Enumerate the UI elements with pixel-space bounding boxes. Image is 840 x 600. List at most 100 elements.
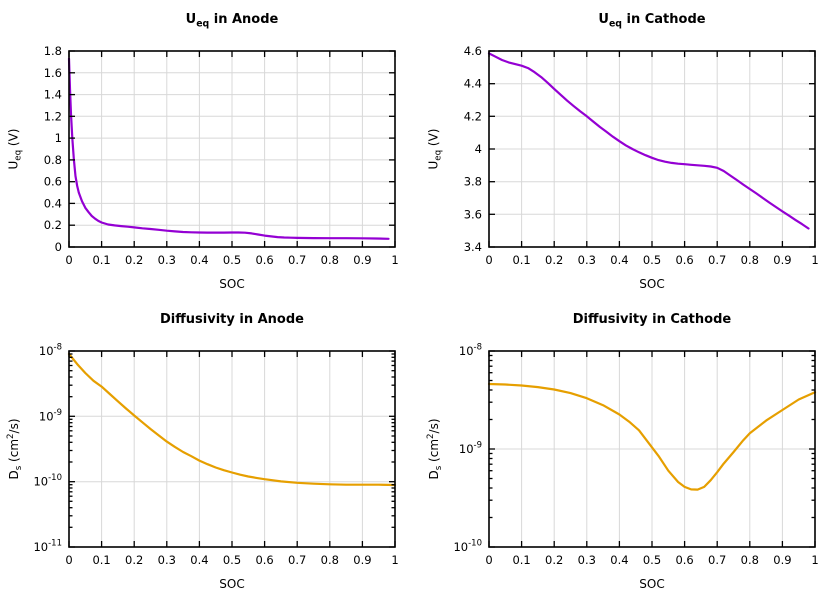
x-tick-label: 0 bbox=[65, 553, 72, 567]
x-tick-label: 0.8 bbox=[741, 553, 759, 567]
x-tick-label: 0.2 bbox=[545, 253, 563, 267]
plot-title-diffusivity-anode: Diffusivity in Anode bbox=[160, 312, 304, 327]
series-line bbox=[487, 52, 810, 230]
y-axis-label-diffusivity-cathode: Ds (cm2/s) bbox=[425, 418, 445, 480]
x-tick-label: 0.4 bbox=[190, 553, 208, 567]
plot-canvas-ueq-anode: 0 0.1 0.2 0.3 0.4 0.5 0.6 0.7 0.8 0.9 1 0 0.2 0.4 0.6 0… bbox=[44, 44, 399, 267]
x-tick-label: 1 bbox=[391, 253, 398, 267]
subplot-diffusivity-anode: 0 0.1 0.2 0.3 0.4 0.5 0.6 0.7 0.8 0.9 1 10-11 10-10 1… bbox=[0, 300, 420, 600]
x-tick-label: 1 bbox=[811, 253, 818, 267]
x-tick-label: 0.4 bbox=[610, 553, 628, 567]
y-tick-label: 1.8 bbox=[44, 44, 62, 58]
x-tick-label: 0.6 bbox=[675, 253, 693, 267]
x-tick-label: 0.7 bbox=[288, 553, 306, 567]
x-tick-label: 0.8 bbox=[741, 253, 759, 267]
x-tick-label: 0 bbox=[65, 253, 72, 267]
x-tick-label: 0.8 bbox=[321, 253, 339, 267]
grid-lines bbox=[68, 350, 396, 548]
y-tick-label: 1 bbox=[55, 131, 62, 145]
x-tick-label: 0 bbox=[485, 553, 492, 567]
x-axis-label-ueq-cathode: SOC bbox=[639, 277, 665, 291]
plot-canvas-diffusivity-anode: 0 0.1 0.2 0.3 0.4 0.5 0.6 0.7 0.8 0.9 1 10-11 10-10 1… bbox=[33, 343, 398, 568]
x-tick-label: 0.4 bbox=[190, 253, 208, 267]
y-tick-label: 0.4 bbox=[44, 196, 62, 210]
x-tick-label: 0.2 bbox=[125, 553, 143, 567]
grid-lines bbox=[68, 50, 396, 248]
y-tick-label: 1.4 bbox=[44, 88, 62, 102]
x-tick-label: 0.1 bbox=[512, 253, 530, 267]
y-axis-label-ueq-anode: Ueq (V) bbox=[6, 128, 24, 170]
y-tick-label: 4.4 bbox=[464, 77, 482, 91]
subplot-ueq-anode: 0 0.1 0.2 0.3 0.4 0.5 0.6 0.7 0.8 0.9 1 0 0.2 0.4 0.6 0… bbox=[0, 0, 420, 300]
y-tick-label: 10-11 bbox=[33, 539, 62, 555]
y-tick-label: 10-10 bbox=[33, 473, 62, 489]
grid-lines bbox=[488, 50, 816, 248]
series-line bbox=[67, 57, 390, 240]
plot-title-ueq-cathode: Ueq in Cathode bbox=[598, 12, 706, 30]
x-tick-label: 0.8 bbox=[321, 553, 339, 567]
y-tick-label: 3.4 bbox=[464, 240, 482, 254]
plot-canvas-diffusivity-cathode: 0 0.1 0.2 0.3 0.4 0.5 0.6 0.7 0.8 0.9 1 10-10 10-9 10… bbox=[453, 343, 818, 568]
x-tick-label: 1 bbox=[391, 553, 398, 567]
x-tick-label: 0.5 bbox=[643, 253, 661, 267]
x-tick-label: 0.9 bbox=[353, 253, 371, 267]
x-tick-label: 0.6 bbox=[255, 553, 273, 567]
y-axis-label-ueq-cathode: Ueq (V) bbox=[426, 128, 444, 170]
series-line bbox=[487, 382, 817, 491]
x-tick-label: 0.6 bbox=[675, 553, 693, 567]
y-tick-label: 0 bbox=[55, 240, 62, 254]
tick-labels: 0 0.1 0.2 0.3 0.4 0.5 0.6 0.7 0.8 0.9 1 0 0.2 0.4 0.6 0… bbox=[44, 44, 399, 267]
subplot-ueq-cathode: 0 0.1 0.2 0.3 0.4 0.5 0.6 0.7 0.8 0.9 1 3.4 3.6 3.8 4 4… bbox=[420, 0, 840, 300]
x-tick-label: 0.4 bbox=[610, 253, 628, 267]
tick-marks bbox=[488, 350, 816, 548]
y-tick-label: 0.6 bbox=[44, 175, 62, 189]
x-axis-label-diffusivity-cathode: SOC bbox=[639, 577, 665, 591]
y-tick-label: 4.6 bbox=[464, 44, 482, 58]
y-tick-label: 4 bbox=[475, 142, 482, 156]
x-tick-label: 0.5 bbox=[223, 553, 241, 567]
tick-marks bbox=[68, 50, 396, 248]
x-tick-label: 0.3 bbox=[158, 253, 176, 267]
y-tick-label: 10-8 bbox=[39, 343, 62, 359]
y-tick-label: 10-9 bbox=[39, 408, 62, 424]
subplot-diffusivity-cathode: 0 0.1 0.2 0.3 0.4 0.5 0.6 0.7 0.8 0.9 1 10-10 10-9 10… bbox=[420, 300, 840, 600]
y-tick-label: 4.2 bbox=[464, 109, 482, 123]
x-tick-label: 0.3 bbox=[578, 253, 596, 267]
x-tick-label: 0.5 bbox=[643, 553, 661, 567]
y-tick-label: 10-10 bbox=[453, 539, 482, 555]
x-tick-label: 0.7 bbox=[288, 253, 306, 267]
plot-canvas-ueq-cathode: 0 0.1 0.2 0.3 0.4 0.5 0.6 0.7 0.8 0.9 1 3.4 3.6 3.8 4 4… bbox=[464, 44, 819, 267]
y-tick-label: 10-9 bbox=[459, 441, 482, 457]
x-tick-label: 0.5 bbox=[223, 253, 241, 267]
y-tick-label: 3.6 bbox=[464, 207, 482, 221]
x-tick-label: 0.6 bbox=[255, 253, 273, 267]
x-tick-label: 0.9 bbox=[773, 253, 791, 267]
y-axis-label-diffusivity-anode: Ds (cm2/s) bbox=[5, 418, 25, 480]
x-tick-label: 0.7 bbox=[708, 253, 726, 267]
y-tick-label: 1.2 bbox=[44, 109, 62, 123]
x-tick-label: 0.2 bbox=[125, 253, 143, 267]
tick-labels: 0 0.1 0.2 0.3 0.4 0.5 0.6 0.7 0.8 0.9 1 10-10 10-9 10… bbox=[453, 343, 818, 568]
y-tick-label: 0.2 bbox=[44, 218, 62, 232]
x-axis-label-ueq-anode: SOC bbox=[219, 277, 245, 291]
tick-labels: 0 0.1 0.2 0.3 0.4 0.5 0.6 0.7 0.8 0.9 1 3.4 3.6 3.8 4 4… bbox=[464, 44, 819, 267]
y-tick-label: 10-8 bbox=[459, 343, 482, 359]
y-tick-label: 1.6 bbox=[44, 66, 62, 80]
x-tick-label: 1 bbox=[811, 553, 818, 567]
x-tick-label: 0.1 bbox=[512, 553, 530, 567]
x-tick-label: 0.2 bbox=[545, 553, 563, 567]
x-tick-label: 0.3 bbox=[158, 553, 176, 567]
x-tick-label: 0.1 bbox=[92, 253, 110, 267]
y-tick-label: 0.8 bbox=[44, 153, 62, 167]
y-tick-label: 3.8 bbox=[464, 175, 482, 189]
tick-marks bbox=[488, 50, 816, 248]
plot-title-diffusivity-cathode: Diffusivity in Cathode bbox=[572, 312, 732, 327]
plot-title-ueq-anode: Ueq in Anode bbox=[185, 12, 279, 30]
x-tick-label: 0.1 bbox=[92, 553, 110, 567]
tick-labels: 0 0.1 0.2 0.3 0.4 0.5 0.6 0.7 0.8 0.9 1 10-11 10-10 1… bbox=[33, 343, 398, 568]
x-tick-label: 0 bbox=[485, 253, 492, 267]
x-tick-label: 0.9 bbox=[353, 553, 371, 567]
series-line bbox=[67, 352, 397, 487]
x-axis-label-diffusivity-anode: SOC bbox=[219, 577, 245, 591]
